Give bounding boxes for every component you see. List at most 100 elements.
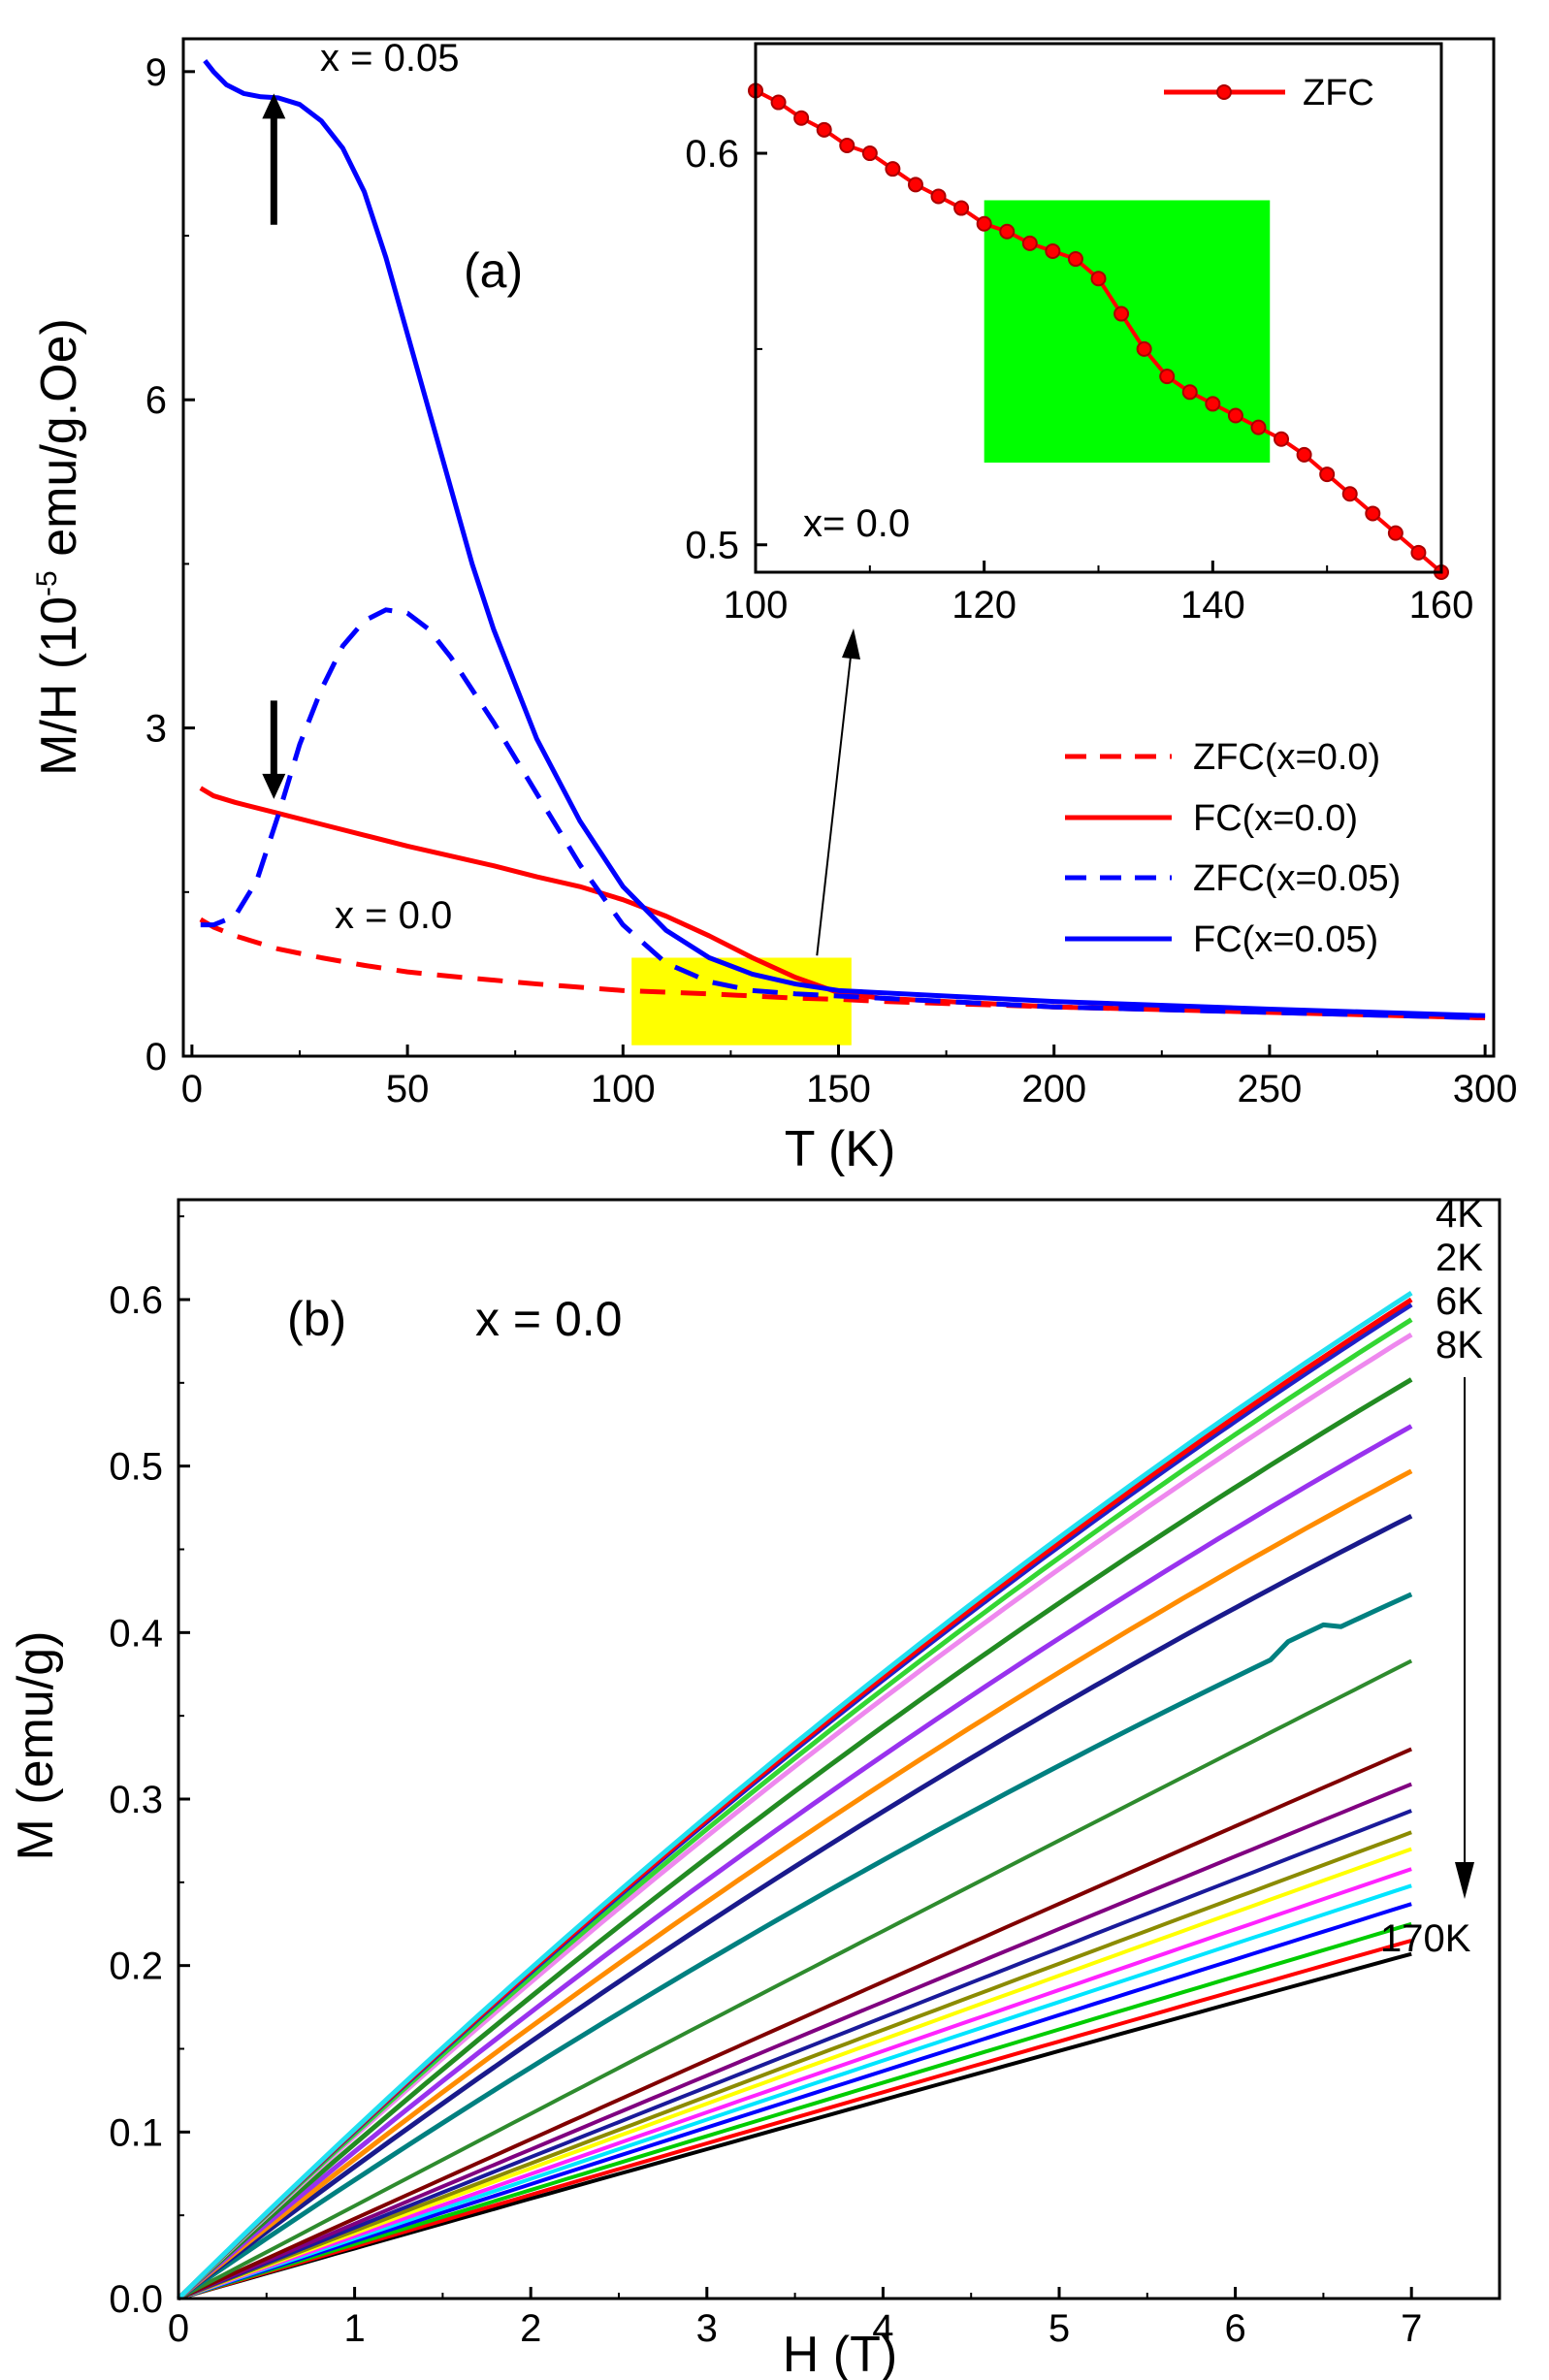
inset-data-point <box>1250 419 1267 435</box>
panel-a-ylabel: M/H (10-5 emu/g.Oe) <box>31 318 87 776</box>
inset-data-point <box>976 215 992 232</box>
inset-plot-area <box>748 82 1449 580</box>
inset-data-point <box>1205 396 1221 412</box>
panel-b-xtick-label: 7 <box>1401 2307 1422 2350</box>
panel-a-xtick-label: 300 <box>1453 1068 1518 1110</box>
panel-b-plot-area <box>177 1291 1413 2301</box>
inset-pointer-arrow-line <box>816 647 853 956</box>
inset-data-point <box>1410 544 1427 561</box>
temp-label-4k: 4K <box>1436 1193 1483 1236</box>
mh-curve-20k <box>177 1377 1413 2300</box>
inset-data-point <box>1274 431 1290 447</box>
legend-label-fc-x005: FC(x=0.05) <box>1193 919 1378 960</box>
panel-b-xlabel: H (T) <box>783 2327 897 2380</box>
panel-a-ytick-label: 9 <box>145 51 167 94</box>
mh-curve-70k <box>177 1658 1413 2300</box>
mh-curve-30k <box>177 1424 1413 2300</box>
temp-label-6k: 6K <box>1436 1280 1483 1323</box>
panel-b-frame <box>177 1198 1501 2300</box>
legend-label-fc-x00: FC(x=0.0) <box>1193 798 1358 839</box>
panel-b-xtick-label: 3 <box>696 2307 718 2350</box>
inset-data-point <box>861 145 878 162</box>
mh-curve-100k <box>177 1809 1412 2300</box>
inset-data-point <box>816 121 832 138</box>
panel-b-chart: 0 1 2 3 4 5 6 7 0.0 0.1 0.2 0.3 0.4 0.5 0.6 H (T) M (e… <box>8 1193 1501 2380</box>
inset-data-point <box>885 161 901 177</box>
panel-a-ticks: 0 50 100 150 200 250 300 0 3 6 9 <box>145 51 1518 1110</box>
panel-a-xtick-label: 200 <box>1021 1068 1086 1110</box>
panel-a-xtick-label: 50 <box>386 1068 430 1110</box>
mh-curve-160k <box>177 1938 1412 2300</box>
temp-label-170k: 170K <box>1380 1917 1471 1960</box>
inset-data-point <box>1387 525 1404 541</box>
temp-label-2k: 2K <box>1436 1237 1483 1279</box>
panel-b-ytick-label: 0.6 <box>109 1279 163 1322</box>
panel-a-xtick-label: 250 <box>1238 1068 1303 1110</box>
inset-data-point <box>930 188 947 205</box>
panel-b-ytick-label: 0.0 <box>109 2278 163 2321</box>
panel-a-label: (a) <box>464 243 523 298</box>
mh-curve-60k <box>177 1592 1413 2301</box>
inset-chart: 100 120 140 160 0.5 0.6 x= 0.0 ZFC <box>685 42 1473 627</box>
inset-data-point <box>1181 384 1198 401</box>
legend-label-zfc-x005: ZFC(x=0.05) <box>1193 858 1401 899</box>
inset-legend: ZFC <box>1164 73 1374 113</box>
panel-a-xtick-label: 0 <box>181 1068 203 1110</box>
mh-curve-90k <box>177 1782 1412 2300</box>
panel-b-label: (b) <box>287 1292 346 1346</box>
series-line-zfc-x-0-05- <box>200 607 1486 1021</box>
inset-data-point <box>1021 235 1038 251</box>
panel-b-ytick-label: 0.5 <box>109 1446 163 1489</box>
inset-data-point <box>1045 242 1061 259</box>
mh-curve-50k <box>177 1513 1413 2300</box>
inset-xtick-label: 160 <box>1409 584 1474 627</box>
panel-a-ytick-label: 0 <box>145 1036 167 1078</box>
mh-curve-140k <box>177 1883 1412 2300</box>
panel-b-ytick-label: 0.1 <box>109 2111 163 2154</box>
panel-a-ytick-label: 6 <box>145 379 167 422</box>
panel-b-xtick-label: 5 <box>1049 2307 1070 2350</box>
panel-a-legend: ZFC(x=0.0) FC(x=0.0) ZFC(x=0.05) FC(x=0.… <box>1065 737 1401 960</box>
inset-data-point <box>770 94 787 111</box>
inset-data-point <box>1341 486 1358 502</box>
inset-legend-marker <box>1216 84 1232 100</box>
mh-curve-150k <box>177 1902 1412 2300</box>
inset-data-point <box>1159 369 1176 385</box>
inset-data-point <box>907 177 923 193</box>
panel-b-ticks: 0 1 2 3 4 5 6 7 0.0 0.1 0.2 0.3 0.4 0.5 0.6 <box>109 1215 1422 2350</box>
inset-ticks: 100 120 140 160 0.5 0.6 <box>685 133 1473 627</box>
mh-curve-130k <box>177 1867 1412 2300</box>
inset-pointer-arrow-head <box>842 628 860 659</box>
panel-b-xtick-label: 6 <box>1224 2307 1245 2350</box>
panel-a-chart: 0 50 100 150 200 250 300 0 3 6 9 T (K) M/H (10-5 e… <box>31 37 1517 1177</box>
mh-curve-110k <box>177 1830 1412 2300</box>
mh-curve-155k <box>177 1921 1412 2300</box>
inset-ytick-label: 0.5 <box>685 525 739 567</box>
mh-curve-80k <box>177 1747 1412 2300</box>
inset-data-point <box>1136 340 1152 357</box>
inset-data-point <box>1113 306 1130 322</box>
panel-a-ytick-label: 3 <box>145 708 167 751</box>
mh-curve-120k <box>177 1847 1412 2300</box>
inset-ytick-label: 0.6 <box>685 133 739 176</box>
panel-b-ytick-label: 0.4 <box>109 1612 163 1655</box>
inset-data-point <box>1067 251 1083 268</box>
inset-data-point <box>1319 466 1336 483</box>
temperature-direction-arrow-head <box>1455 1862 1474 1899</box>
inset-data-point <box>793 110 810 126</box>
inset-data-point <box>1365 505 1381 522</box>
annotation-x00: x = 0.0 <box>335 894 452 937</box>
inset-xtick-label: 100 <box>724 584 789 627</box>
series-line-fc-x-0-0- <box>199 786 1486 1021</box>
panel-a-plot-area <box>199 59 1486 1021</box>
mh-curve-40k <box>177 1468 1413 2300</box>
transition-arrow-head-0 <box>262 93 286 119</box>
panel-b-ytick-label: 0.3 <box>109 1779 163 1821</box>
inset-data-point <box>1296 446 1312 463</box>
inset-xtick-label: 140 <box>1180 584 1245 627</box>
panel-b-ylabel: M (emu/g) <box>8 1631 64 1861</box>
transition-arrow-head-1 <box>262 773 286 799</box>
series-line-fc-x-0-05- <box>203 59 1486 1018</box>
panel-b-xtick-label: 0 <box>168 2307 189 2350</box>
